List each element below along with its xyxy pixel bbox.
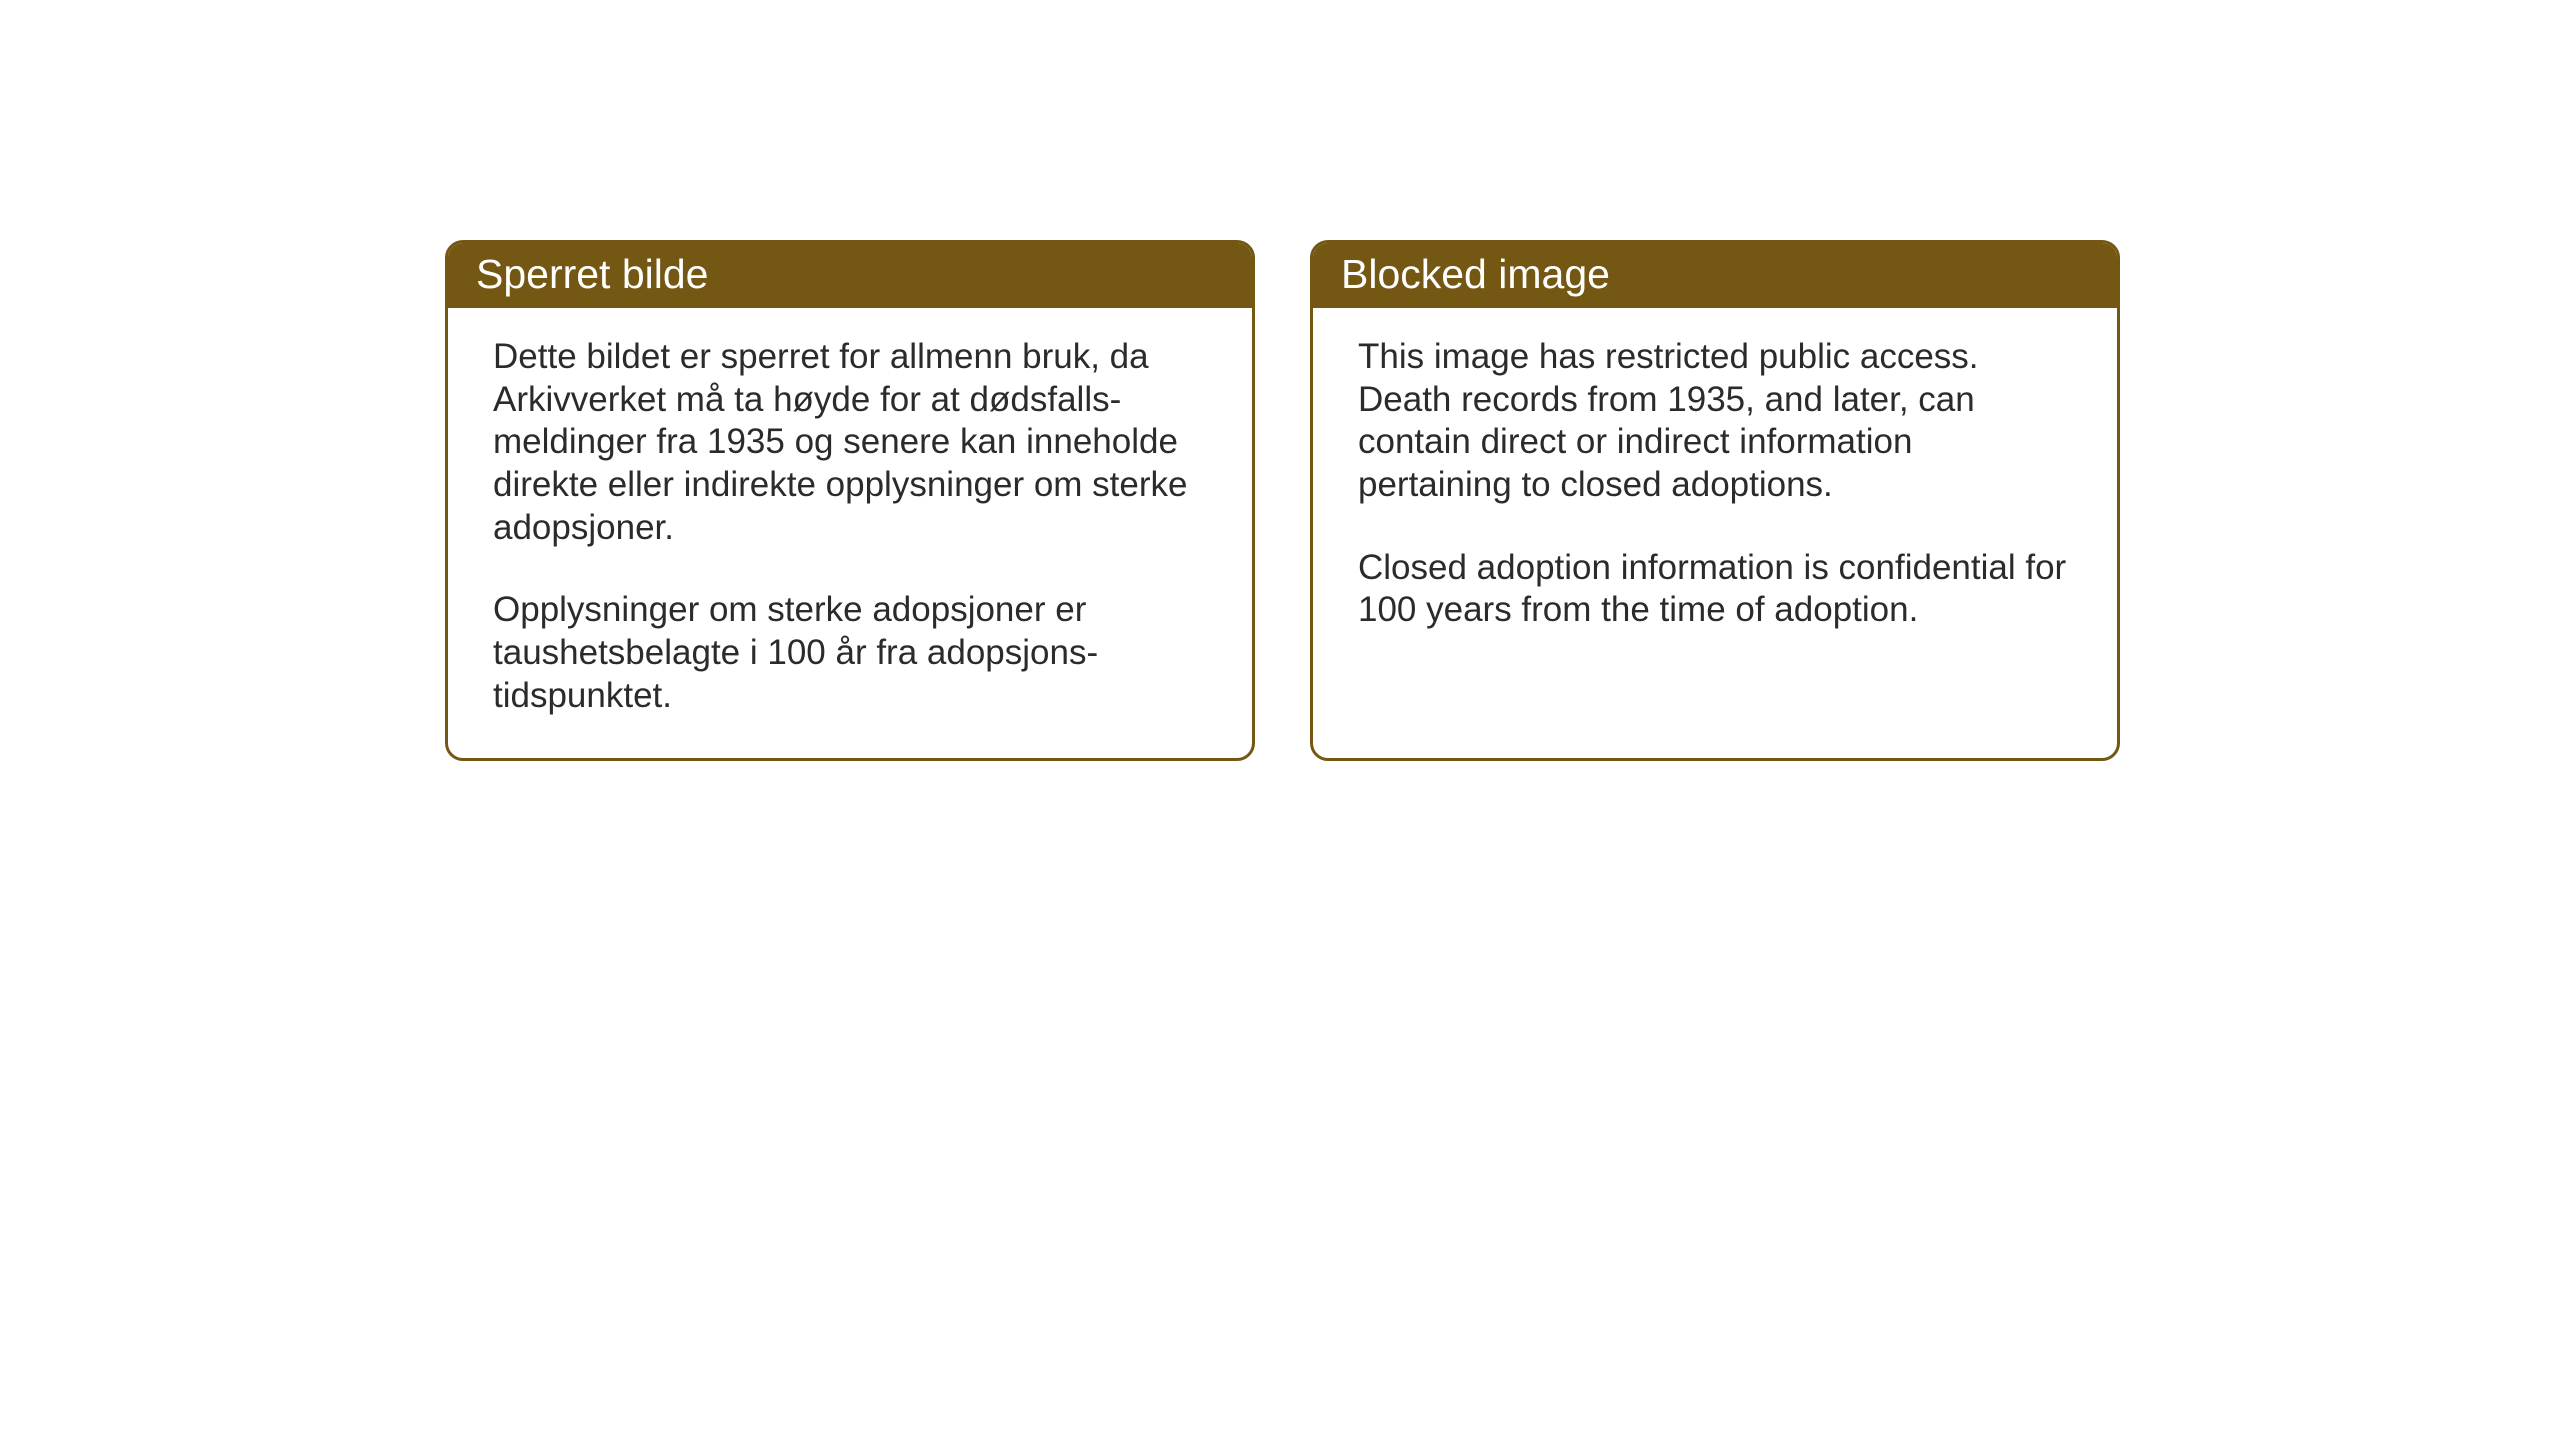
english-paragraph-1: This image has restricted public access.…	[1358, 336, 2072, 507]
notice-container: Sperret bilde Dette bildet er sperret fo…	[445, 240, 2120, 761]
english-card-body: This image has restricted public access.…	[1313, 308, 2117, 672]
english-card-title: Blocked image	[1313, 243, 2117, 308]
english-notice-card: Blocked image This image has restricted …	[1310, 240, 2120, 761]
norwegian-paragraph-1: Dette bildet er sperret for allmenn bruk…	[493, 336, 1207, 549]
english-paragraph-2: Closed adoption information is confident…	[1358, 547, 2072, 632]
norwegian-card-title: Sperret bilde	[448, 243, 1252, 308]
norwegian-notice-card: Sperret bilde Dette bildet er sperret fo…	[445, 240, 1255, 761]
norwegian-paragraph-2: Opplysninger om sterke adopsjoner er tau…	[493, 589, 1207, 717]
norwegian-card-body: Dette bildet er sperret for allmenn bruk…	[448, 308, 1252, 758]
